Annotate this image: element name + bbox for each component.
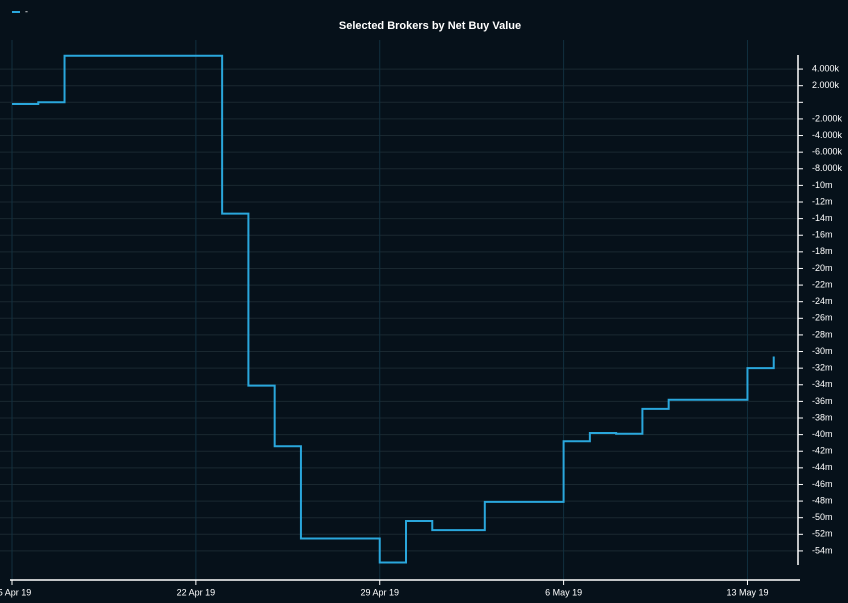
y-tick-label: -26m [812, 313, 833, 323]
x-tick-label: 15 Apr 19 [0, 587, 31, 597]
y-tick-label: -14m [812, 213, 833, 223]
y-tick-label: -12m [812, 196, 833, 206]
y-tick-label: -44m [812, 462, 833, 472]
y-tick-label: -18m [812, 246, 833, 256]
y-tick-label: -22m [812, 279, 833, 289]
y-tick-label: -34m [812, 379, 833, 389]
y-tick-label: -54m [812, 545, 833, 555]
y-tick-label: -24m [812, 296, 833, 306]
y-tick-label: -10m [812, 180, 833, 190]
y-tick-label: -30m [812, 346, 833, 356]
x-tick-label: 29 Apr 19 [360, 587, 399, 597]
y-tick-label: -20m [812, 263, 833, 273]
y-tick-label: -8.000k [812, 163, 843, 173]
y-tick-label: -6.000k [812, 147, 843, 157]
y-tick-label: -52m [812, 529, 833, 539]
y-tick-label: -32m [812, 363, 833, 373]
x-tick-label: 22 Apr 19 [177, 587, 216, 597]
y-tick-label: -42m [812, 446, 833, 456]
y-tick-label: -28m [812, 329, 833, 339]
y-tick-label: -4.000k [812, 130, 843, 140]
y-tick-label: 2.000k [812, 80, 840, 90]
y-tick-label: -46m [812, 479, 833, 489]
y-tick-label: -40m [812, 429, 833, 439]
x-tick-label: 6 May 19 [545, 587, 582, 597]
y-tick-label: -50m [812, 512, 833, 522]
legend-label: - [25, 6, 28, 16]
y-tick-label: -38m [812, 412, 833, 422]
y-tick-label: -2.000k [812, 113, 843, 123]
data-line [12, 54, 775, 564]
x-tick-label: 13 May 19 [726, 587, 768, 597]
y-tick-label: -36m [812, 396, 833, 406]
y-tick-label: -16m [812, 230, 833, 240]
chart-title: Selected Brokers by Net Buy Value [339, 20, 521, 32]
y-tick-label: -48m [812, 495, 833, 505]
y-tick-label: 4.000k [812, 63, 840, 73]
